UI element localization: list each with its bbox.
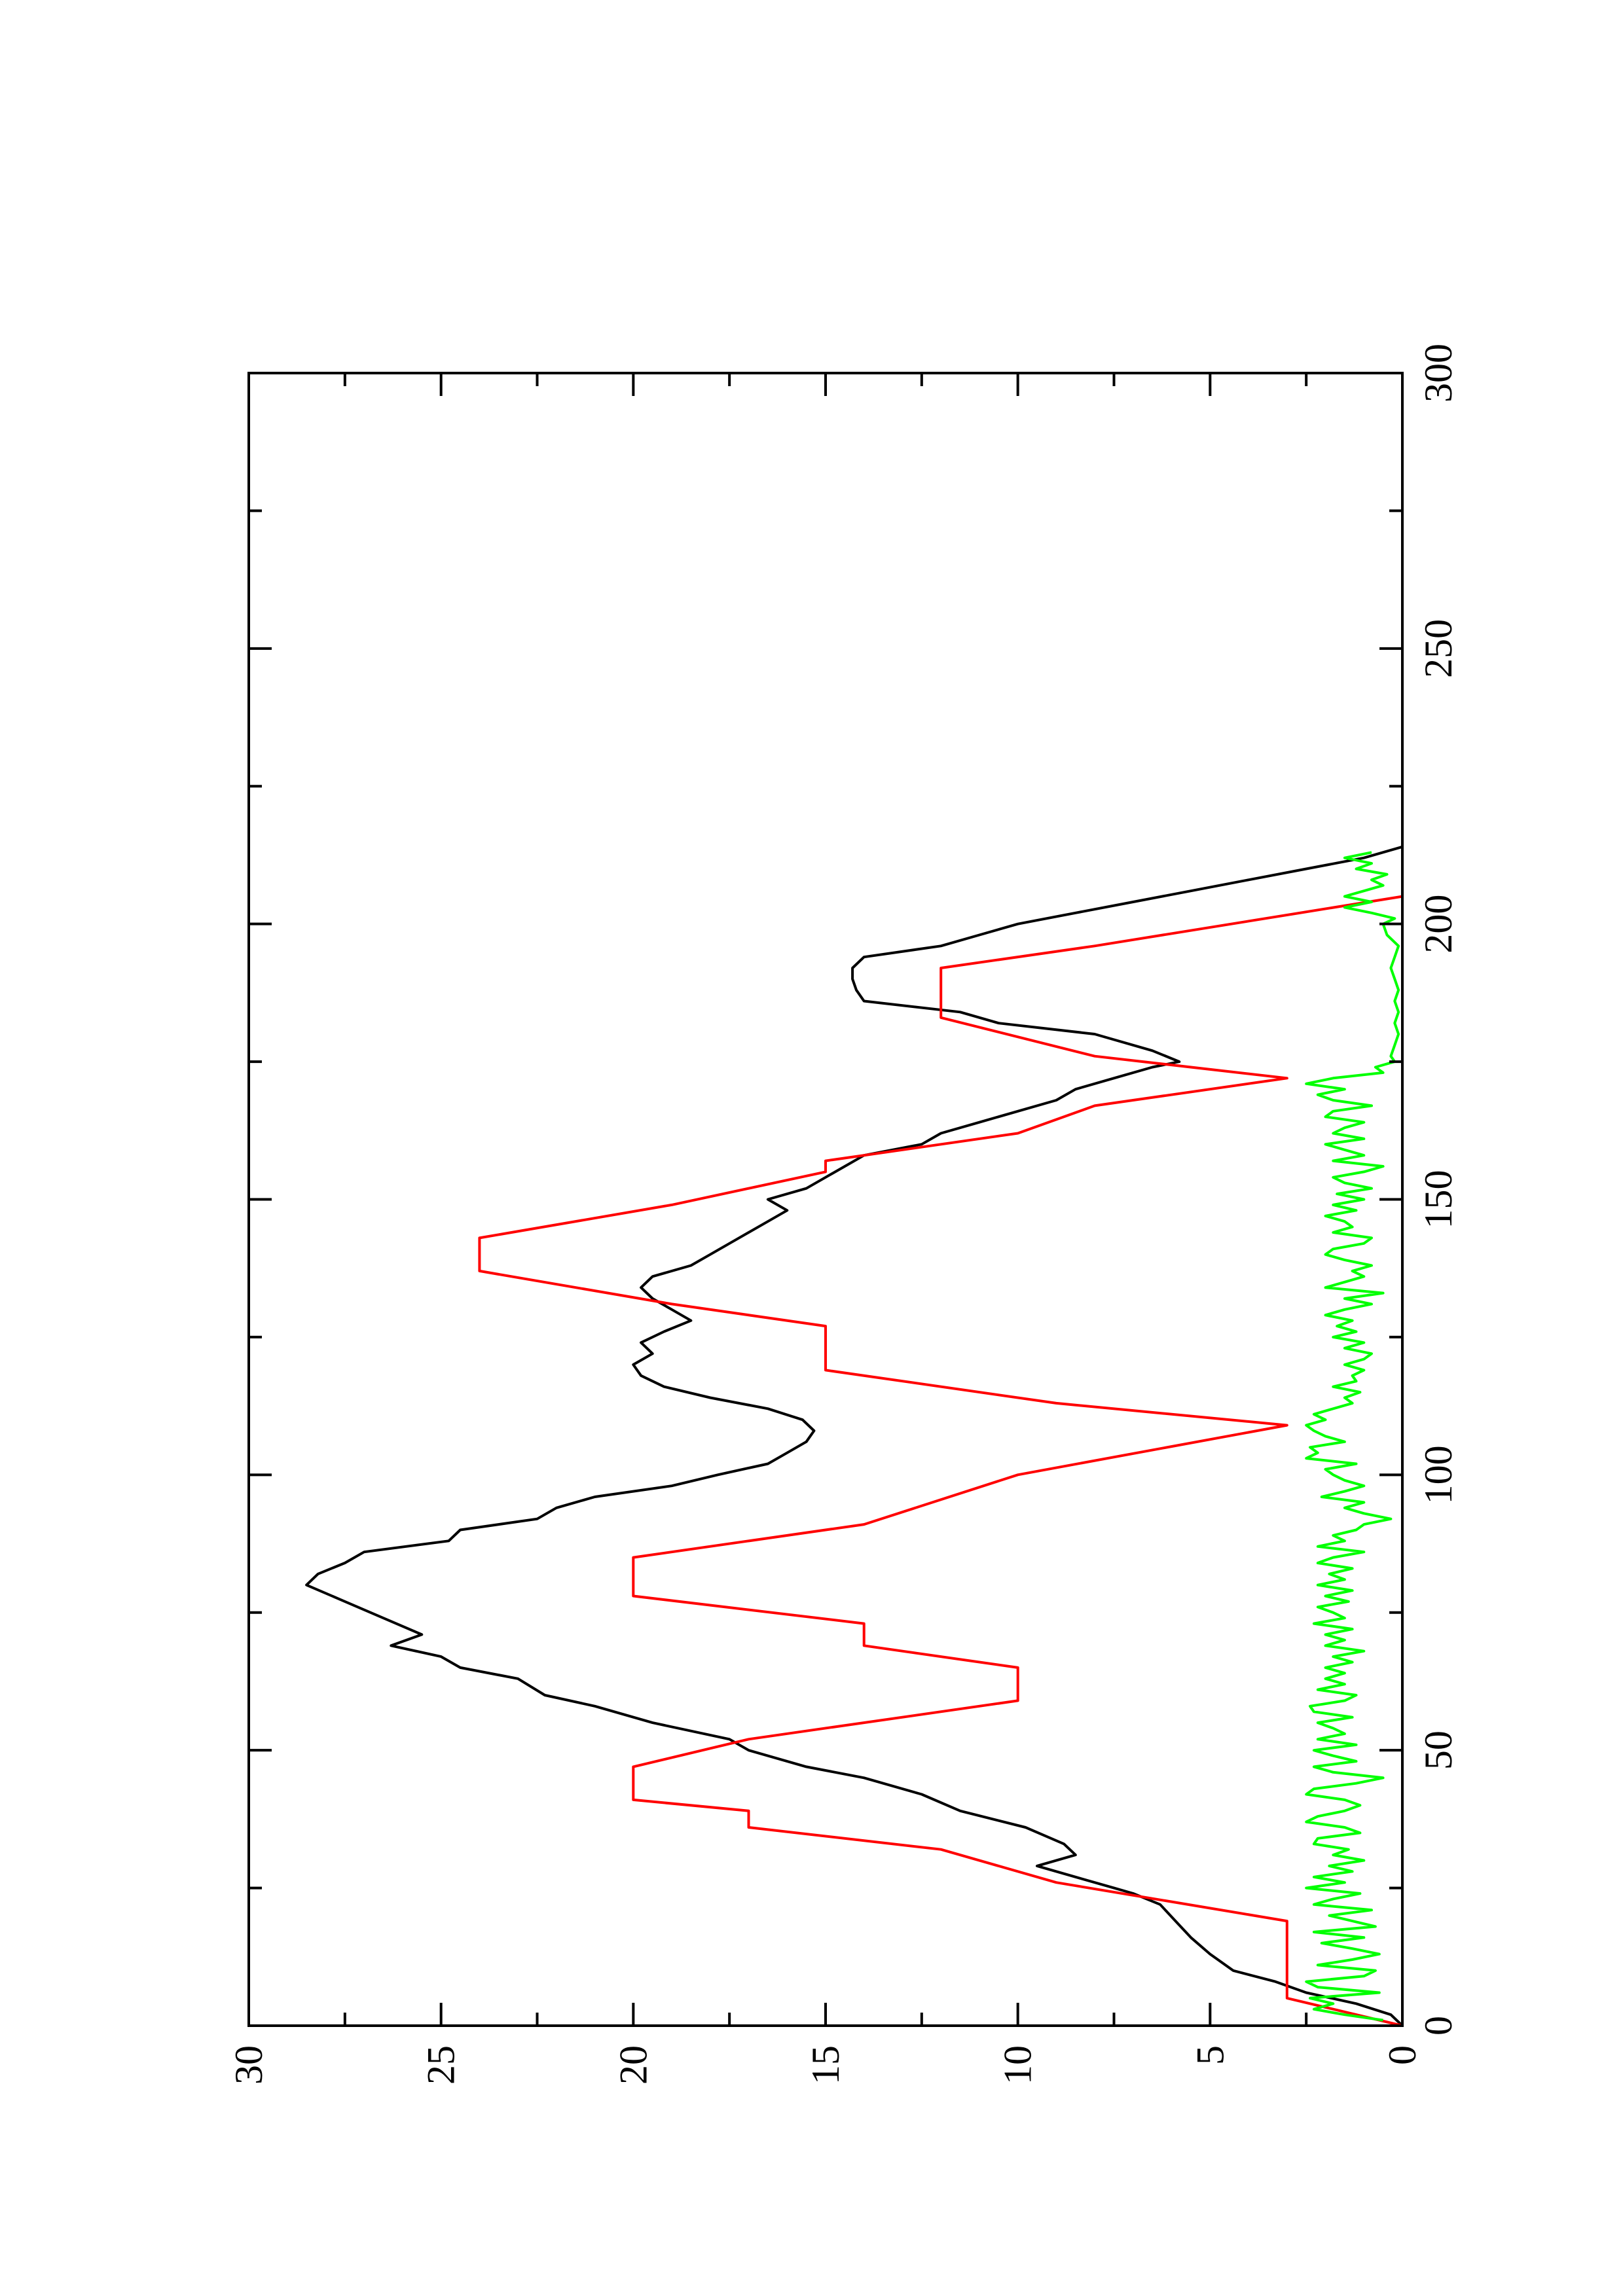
series-layer: [305, 845, 1404, 2027]
y-tick-label: 30: [227, 2045, 270, 2085]
x-tick-label: 50: [1417, 1731, 1460, 1770]
y-tick-label: 0: [1381, 2045, 1424, 2065]
series-line-1: [305, 845, 1404, 2027]
x-tick-label: 150: [1417, 1170, 1460, 1229]
x-tick-labels: 0 50 100 150 200 250 300: [1417, 344, 1460, 2036]
y-tick-label: 10: [996, 2045, 1040, 2085]
x-tick-label: 100: [1417, 1445, 1460, 1504]
x-tick-label: 250: [1417, 619, 1460, 678]
y-tick-label: 15: [804, 2045, 847, 2085]
tick-layer: [247, 372, 1404, 2027]
y-tick-label: 5: [1188, 2045, 1231, 2065]
x-tick-label: 200: [1417, 895, 1460, 954]
y-tick-label: 20: [611, 2045, 655, 2085]
series-line-3: [1305, 851, 1400, 2022]
x-tick-label: 0: [1417, 2016, 1460, 2036]
plot-frame: [247, 372, 1404, 2027]
y-tick-label: 25: [420, 2045, 463, 2085]
y-tick-labels: 0 5 10 15 20 25 30: [227, 2045, 1424, 2085]
x-tick-label: 300: [1417, 344, 1460, 403]
series-line-2: [478, 895, 1403, 2027]
